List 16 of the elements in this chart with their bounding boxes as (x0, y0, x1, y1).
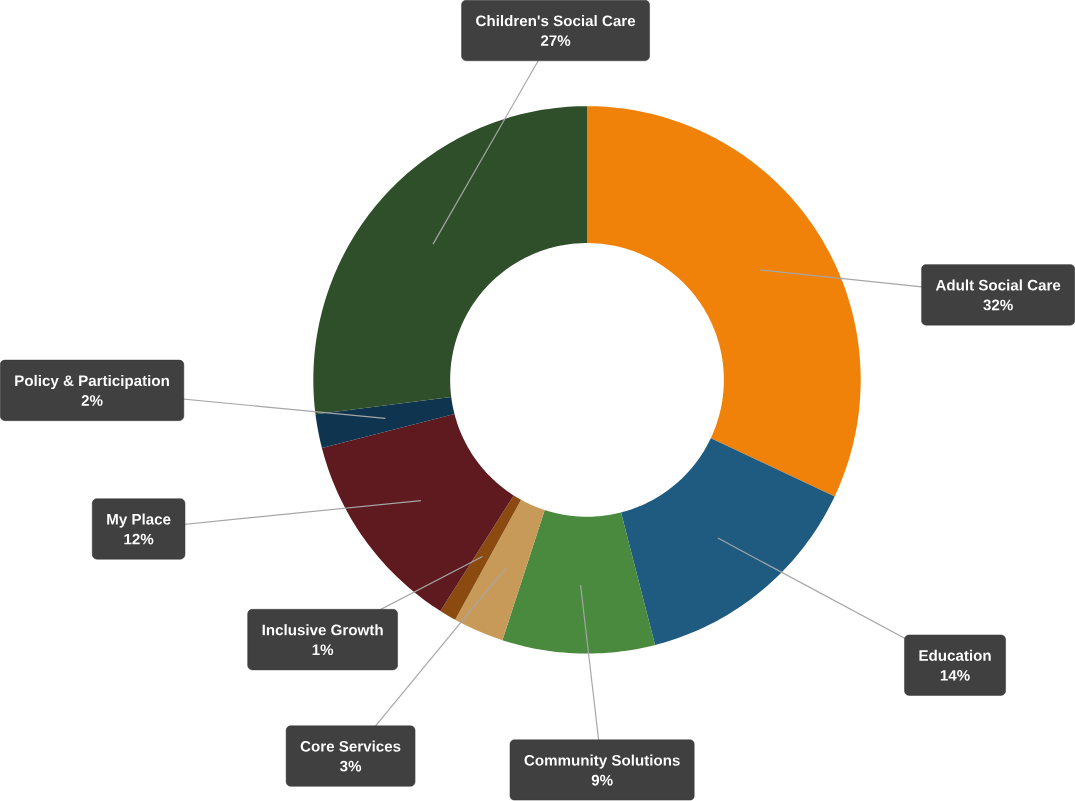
slice-label: Adult Social Care (935, 279, 1061, 291)
slice-label: Inclusive Growth (262, 624, 383, 636)
data-label: 14% (940, 670, 970, 681)
slice-label: My Place (107, 513, 171, 528)
data-label: 1% (312, 644, 334, 656)
data-label: 12% (124, 533, 154, 545)
data-label: 9% (591, 775, 613, 786)
data-label: 3% (339, 761, 362, 772)
data-label: 32% (983, 299, 1013, 311)
data-label: 2% (81, 395, 103, 407)
slice-label: Policy & Participation (15, 375, 169, 390)
slice-label: Core Services (300, 740, 401, 752)
slice-label: Community Solutions (524, 754, 680, 769)
slice-label: Children's Social Care (476, 15, 636, 27)
slice-label: Education (919, 650, 991, 662)
data-label: 27% (540, 35, 571, 47)
